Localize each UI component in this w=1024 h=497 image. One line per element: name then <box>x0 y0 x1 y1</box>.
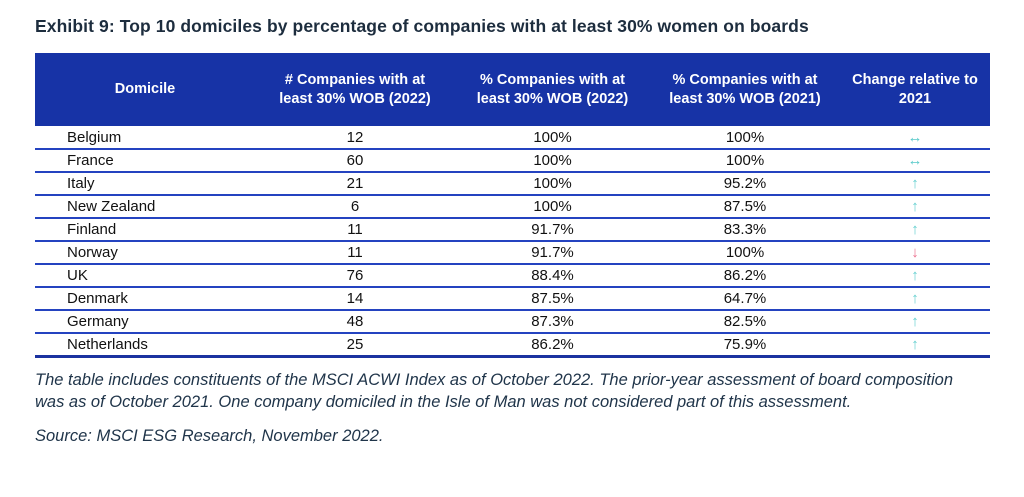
companies-2022-cell: 25 <box>255 333 455 358</box>
change-up-arrow-icon: ↑ <box>911 221 919 238</box>
table-row: Denmark 14 87.5% 64.7% ↑ <box>35 287 990 311</box>
pct-2021-cell: 83.3% <box>650 218 840 242</box>
pct-2022-cell: 100% <box>455 149 650 173</box>
companies-2022-cell: 60 <box>255 149 455 173</box>
pct-2021-cell: 100% <box>650 241 840 265</box>
companies-2022-cell: 11 <box>255 218 455 242</box>
source-text: Source: MSCI ESG Research, November 2022… <box>35 426 384 445</box>
footnote-text: The table includes constituents of the M… <box>35 370 954 412</box>
table-row: UK 76 88.4% 86.2% ↑ <box>35 264 990 288</box>
pct-2022-cell: 91.7% <box>455 241 650 265</box>
domicile-cell: Netherlands <box>35 333 255 358</box>
pct-2021-cell: 100% <box>650 149 840 173</box>
table-header: Domicile # Companies with at least 30% WO… <box>35 53 990 126</box>
change-cell: ↔ <box>840 126 990 150</box>
companies-2022-cell: 11 <box>255 241 455 265</box>
change-up-arrow-icon: ↑ <box>911 290 919 307</box>
change-unchanged-arrow-icon: ↔ <box>907 152 923 169</box>
table-header-row: Domicile # Companies with at least 30% WO… <box>35 53 990 126</box>
column-header-label: Domicile <box>114 80 176 97</box>
pct-2022-cell: 87.5% <box>455 287 650 311</box>
domicile-cell: Norway <box>35 241 255 265</box>
companies-2022-cell: 21 <box>255 172 455 196</box>
companies-2022-cell: 6 <box>255 195 455 219</box>
change-cell: ↑ <box>840 287 990 311</box>
domicile-cell: New Zealand <box>35 195 255 219</box>
column-header-pct21: % Companies with at least 30% WOB (2021) <box>650 53 840 126</box>
change-down-arrow-icon: ↓ <box>911 244 919 261</box>
pct-2021-cell: 86.2% <box>650 264 840 288</box>
domicile-cell: Belgium <box>35 126 255 150</box>
companies-2022-cell: 48 <box>255 310 455 334</box>
domicile-cell: Italy <box>35 172 255 196</box>
pct-2021-cell: 64.7% <box>650 287 840 311</box>
column-header-label: Change relative to 2021 <box>852 71 978 107</box>
pct-2021-cell: 75.9% <box>650 333 840 358</box>
change-cell: ↔ <box>840 149 990 173</box>
pct-2022-cell: 100% <box>455 195 650 219</box>
table-body: Belgium 12 100% 100% ↔ France 60 100% 100% ↔ Italy… <box>35 126 990 358</box>
domicile-cell: UK <box>35 264 255 288</box>
exhibit-page: Exhibit 9: Top 10 domiciles by percentag… <box>35 16 990 445</box>
change-cell: ↑ <box>840 333 990 358</box>
column-header-label: % Companies with at least 30% WOB (2022) <box>476 71 629 107</box>
table-row: France 60 100% 100% ↔ <box>35 149 990 173</box>
pct-2022-cell: 87.3% <box>455 310 650 334</box>
column-header-pct22: % Companies with at least 30% WOB (2022) <box>455 53 650 126</box>
pct-2021-cell: 82.5% <box>650 310 840 334</box>
table-row: Belgium 12 100% 100% ↔ <box>35 126 990 150</box>
change-cell: ↓ <box>840 241 990 265</box>
pct-2022-cell: 100% <box>455 126 650 150</box>
domicile-cell: France <box>35 149 255 173</box>
pct-2022-cell: 91.7% <box>455 218 650 242</box>
change-cell: ↑ <box>840 218 990 242</box>
table-row: Italy 21 100% 95.2% ↑ <box>35 172 990 196</box>
change-up-arrow-icon: ↑ <box>911 175 919 192</box>
change-up-arrow-icon: ↑ <box>911 335 919 353</box>
exhibit-table: Domicile # Companies with at least 30% WO… <box>35 53 990 358</box>
column-header-label: % Companies with at least 30% WOB (2021) <box>669 71 821 107</box>
column-header-domicile: Domicile <box>35 53 255 126</box>
change-up-arrow-icon: ↑ <box>911 267 919 284</box>
change-cell: ↑ <box>840 264 990 288</box>
change-up-arrow-icon: ↑ <box>911 198 919 215</box>
change-up-arrow-icon: ↑ <box>911 313 919 330</box>
table-row: New Zealand 6 100% 87.5% ↑ <box>35 195 990 219</box>
domicile-cell: Denmark <box>35 287 255 311</box>
pct-2022-cell: 100% <box>455 172 650 196</box>
exhibit-title: Exhibit 9: Top 10 domiciles by percentag… <box>35 16 809 36</box>
table-row: Finland 11 91.7% 83.3% ↑ <box>35 218 990 242</box>
pct-2022-cell: 86.2% <box>455 333 650 358</box>
companies-2022-cell: 12 <box>255 126 455 150</box>
change-cell: ↑ <box>840 195 990 219</box>
change-cell: ↑ <box>840 172 990 196</box>
change-unchanged-arrow-icon: ↔ <box>907 128 923 146</box>
pct-2021-cell: 87.5% <box>650 195 840 219</box>
domicile-cell: Finland <box>35 218 255 242</box>
companies-2022-cell: 14 <box>255 287 455 311</box>
column-header-num: # Companies with at least 30% WOB (2022) <box>255 53 455 126</box>
table-row: Netherlands 25 86.2% 75.9% ↑ <box>35 333 990 358</box>
column-header-label: # Companies with at least 30% WOB (2022) <box>279 71 431 107</box>
domicile-cell: Germany <box>35 310 255 334</box>
pct-2022-cell: 88.4% <box>455 264 650 288</box>
table-row: Germany 48 87.3% 82.5% ↑ <box>35 310 990 334</box>
companies-2022-cell: 76 <box>255 264 455 288</box>
change-cell: ↑ <box>840 310 990 334</box>
pct-2021-cell: 95.2% <box>650 172 840 196</box>
column-header-change: Change relative to 2021 <box>840 53 990 126</box>
table-row: Norway 11 91.7% 100% ↓ <box>35 241 990 265</box>
pct-2021-cell: 100% <box>650 126 840 150</box>
